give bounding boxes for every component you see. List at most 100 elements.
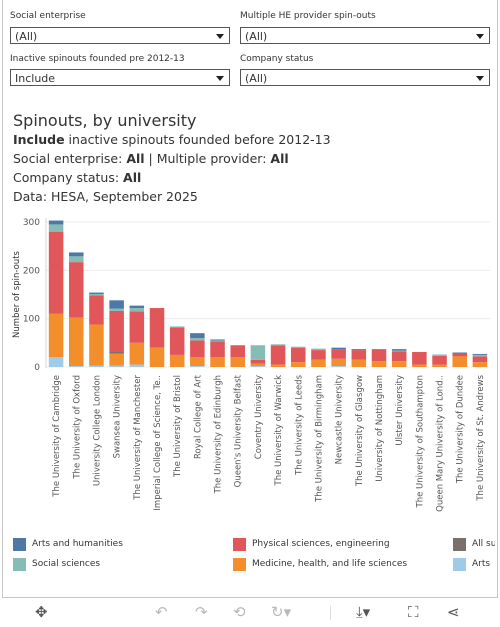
- inactive-filter-value: Include: [15, 72, 56, 85]
- bar-segment: [109, 308, 124, 311]
- bar-segment: [69, 252, 84, 257]
- bar-segment: [129, 342, 145, 365]
- data-source-line: Data: HESA, September 2025: [13, 189, 198, 204]
- bar-segment: [89, 295, 104, 325]
- company-status-dropdown[interactable]: (All): [240, 69, 490, 86]
- bar-segment: [351, 359, 367, 367]
- revert-icon[interactable]: ⟲: [233, 603, 246, 621]
- chevron-down-icon: [476, 34, 484, 39]
- x-tick-label: The University of Glasgow: [355, 375, 365, 487]
- x-tick-label: The University of St. Andrews: [476, 374, 486, 501]
- bar-segment: [48, 224, 64, 232]
- multiple-provider-value: (All): [245, 30, 268, 43]
- bar-segment: [109, 353, 124, 366]
- x-tick-label: Coventry University: [254, 375, 264, 459]
- move-icon[interactable]: ✥: [35, 603, 48, 621]
- bar-segment: [311, 348, 326, 351]
- bar-segment: [371, 361, 387, 367]
- multiple-provider-dropdown[interactable]: (All): [240, 27, 490, 44]
- bar-segment: [331, 358, 346, 367]
- bar-segment: [412, 352, 427, 365]
- bar-segment: [432, 364, 447, 367]
- undo-icon[interactable]: ↶: [155, 603, 168, 621]
- legend-swatch: [453, 558, 466, 571]
- bar-segment: [109, 310, 124, 353]
- chevron-down-icon: [476, 76, 484, 81]
- bar-segment: [331, 349, 346, 359]
- chevron-down-icon: [216, 76, 224, 81]
- bar-segment: [48, 357, 64, 367]
- bar-segment: [331, 366, 346, 367]
- legend-label: Arts: [472, 559, 491, 569]
- inactive-filter-dropdown[interactable]: Include: [10, 69, 230, 86]
- legend-label: Social sciences: [32, 559, 101, 569]
- bar-segment: [69, 366, 84, 367]
- x-tick-label: Royal College of Art: [193, 374, 203, 459]
- fullscreen-icon[interactable]: ⛶: [408, 603, 419, 621]
- chart-title: Spinouts, by university: [13, 111, 197, 130]
- bar-segment: [270, 345, 286, 365]
- chevron-down-icon: [216, 34, 224, 39]
- bar-segment: [412, 364, 427, 367]
- bar-segment: [89, 365, 104, 367]
- bar-segment: [391, 351, 407, 362]
- bar-segment: [89, 324, 104, 366]
- legend-item[interactable]: All subjects: [453, 538, 495, 553]
- inactive-line: Include inactive spinouts founded before…: [13, 132, 331, 147]
- legend-label: Medicine, health, and life sciences: [252, 559, 408, 569]
- bar-segment: [149, 347, 165, 367]
- legend-label: All subjects: [472, 539, 495, 549]
- refresh-icon[interactable]: ↻▾: [271, 603, 292, 621]
- bar-segment: [250, 345, 266, 360]
- x-tick-label: Queen Mary University of Lond..: [436, 375, 446, 512]
- toolbar: ✥ ↶ ↷ ⟲ ↻▾ ⤓▾ ⛶ ⋖: [0, 598, 500, 627]
- bar-segment: [190, 357, 205, 367]
- bar-segment: [210, 340, 225, 342]
- legend-item[interactable]: Arts: [453, 558, 495, 573]
- bar-segment: [472, 354, 488, 357]
- bar-segment: [270, 344, 286, 346]
- bar-segment: [452, 356, 467, 367]
- bar-segment: [331, 347, 346, 350]
- x-tick-label: The University of Cambridge: [52, 375, 62, 498]
- social-enterprise-value: (All): [15, 30, 38, 43]
- x-tick-label: The University of Edinburgh: [214, 375, 224, 494]
- bar-segment: [311, 350, 326, 360]
- bar-segment: [89, 294, 104, 296]
- bar-segment: [69, 317, 84, 367]
- legend-swatch: [13, 558, 26, 571]
- share-icon[interactable]: ⋖: [447, 603, 460, 621]
- social-enterprise-dropdown[interactable]: (All): [10, 27, 230, 44]
- bar-segment: [190, 338, 205, 341]
- bar-segment: [351, 349, 367, 351]
- company-status-line: Company status: All: [13, 170, 141, 185]
- bar-segment: [69, 256, 84, 263]
- bar-segment: [391, 361, 407, 367]
- bar-segment: [109, 365, 124, 367]
- bar-segment: [129, 311, 145, 343]
- bar-segment: [291, 346, 306, 348]
- x-tick-label: The University of Leeds: [294, 374, 304, 475]
- legend-swatch: [233, 538, 246, 551]
- dashboard-frame: [2, 0, 498, 598]
- bar-segment: [250, 366, 266, 367]
- x-tick-label: Imperial College of Science, Te..: [153, 375, 163, 511]
- spinouts-bar-chart: 0 100 200 300 Number of spin-outs The Univers…: [12, 218, 490, 512]
- download-icon[interactable]: ⤓▾: [356, 603, 371, 621]
- x-tick-label: The University of Manchester: [133, 375, 143, 501]
- legend-swatch: [13, 538, 26, 551]
- bar-segment: [169, 354, 185, 367]
- multiple-provider-summary-label: | Multiple provider:: [144, 151, 271, 166]
- x-tick-label: The University of Birmingham: [314, 375, 324, 503]
- y-axis-label: Number of spin-outs: [12, 250, 22, 337]
- redo-icon[interactable]: ↷: [195, 603, 208, 621]
- bar-segment: [472, 356, 488, 363]
- company-status-summary-label: Company status:: [13, 170, 124, 185]
- bar-segment: [230, 345, 245, 358]
- x-tick-label: Ulster University: [395, 375, 405, 446]
- x-tick-label: Swansea University: [113, 375, 123, 458]
- bar-segment: [109, 300, 124, 309]
- bar-segment: [48, 220, 64, 225]
- bar-segment: [169, 326, 185, 328]
- y-tick-label: 200: [23, 266, 40, 276]
